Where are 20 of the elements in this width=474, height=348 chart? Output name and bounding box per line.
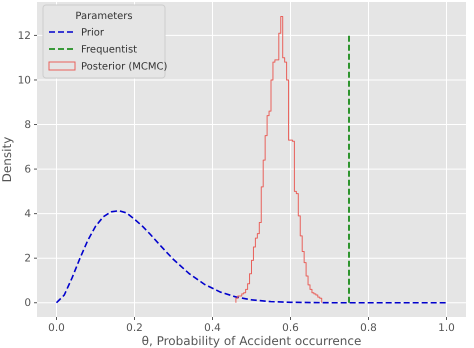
x-tick-label: 0.4 — [204, 322, 222, 334]
y-tick-label: 4 — [24, 208, 32, 220]
y-tick-label: 0 — [24, 297, 31, 310]
legend-label: Frequentist — [81, 44, 138, 56]
y-tick-label: 8 — [24, 119, 31, 132]
x-tick-label: 1.0 — [438, 322, 455, 334]
legend-title: Parameters — [75, 11, 133, 22]
y-axis-title: Density — [0, 136, 14, 182]
y-tick-label: 12 — [18, 30, 31, 42]
x-axis-title: θ, Probability of Accident occurrence — [142, 334, 362, 348]
legend-label: Prior — [81, 28, 105, 38]
x-tick-label: 0.2 — [126, 322, 143, 334]
x-tick-label: 0.8 — [360, 322, 377, 334]
y-tick-label: 6 — [24, 164, 32, 176]
x-tick-label: 0.0 — [48, 322, 65, 334]
line-series — [56, 210, 448, 304]
x-tick-label: 0.6 — [282, 322, 300, 334]
legend-label: Posterior (MCMC) — [81, 62, 168, 72]
y-tick-label: 10 — [18, 74, 31, 86]
y-tick-label: 2 — [24, 252, 31, 265]
